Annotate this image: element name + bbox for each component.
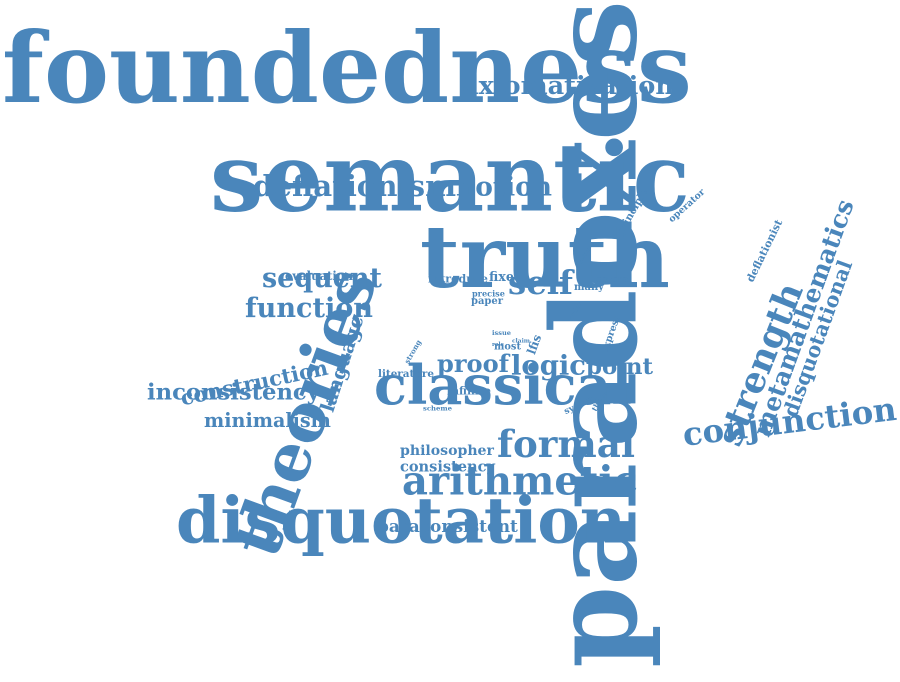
word-evaluation: evaluation — [285, 268, 353, 283]
word-logic: logic — [511, 349, 586, 382]
word-arithmetic: arithmetic — [402, 457, 639, 505]
word-literature: literature — [378, 367, 434, 380]
word-role: role — [492, 341, 504, 348]
word-inconsistency: inconsistency — [147, 379, 320, 406]
word-axiomatization: axiomatization — [462, 71, 674, 102]
word-infinite: infinite — [447, 384, 491, 398]
word-several: several — [596, 273, 632, 285]
word-notion: notion — [456, 171, 552, 203]
word-paper: paper — [471, 296, 503, 308]
word-semantic: semantic — [210, 122, 690, 234]
word-deflationist: deflationist — [743, 217, 786, 285]
word-point: point — [586, 354, 654, 381]
word-scheme: scheme — [423, 404, 453, 413]
word-classical: classical — [374, 352, 632, 417]
word-many: many — [574, 282, 604, 294]
word-philosopher: philosopher — [400, 443, 494, 460]
word-proof: proof — [437, 349, 509, 379]
word-formal: formal — [497, 421, 635, 466]
word-deflationism: deflationism — [253, 169, 456, 204]
word-minimalism: minimalism — [204, 409, 331, 433]
word-most: most — [494, 341, 521, 353]
word-introduce: introduce — [428, 272, 488, 286]
word-disquotation: disquotation — [176, 482, 626, 558]
word-issue: issue — [492, 328, 511, 337]
word-foundedness: foundedness — [2, 9, 692, 125]
word-sequent: sequent — [262, 262, 382, 294]
word-consistency: consistency — [400, 458, 495, 476]
word-truth: truth — [420, 206, 670, 308]
word-function: function — [245, 292, 373, 324]
word-fixed: fixed — [489, 270, 523, 286]
word-self: self — [508, 263, 573, 302]
word-claim: claim — [512, 338, 530, 345]
word-paraconsistent: paraconsistent — [377, 515, 518, 536]
word-precise: precise — [472, 288, 505, 299]
